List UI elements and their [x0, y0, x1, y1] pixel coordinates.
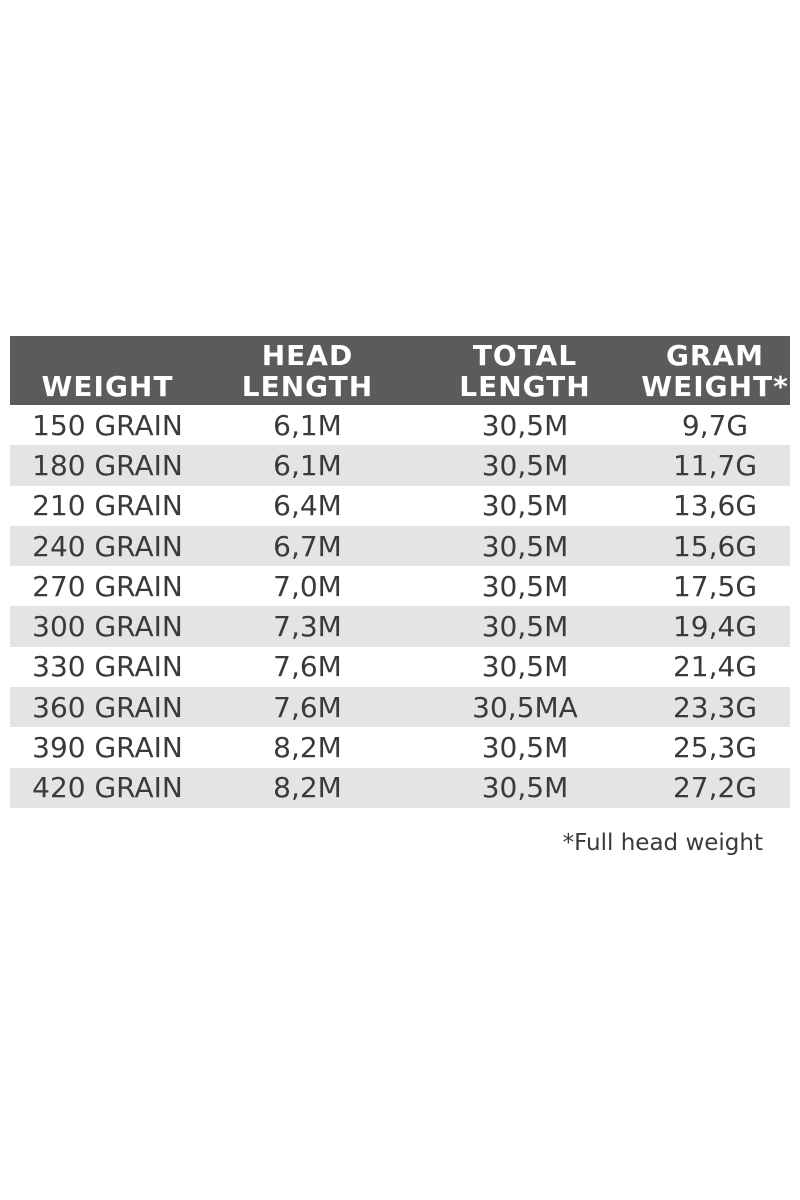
table-cell: 13,6G [672, 489, 758, 523]
header-text: LENGTH [459, 370, 591, 403]
table-cell: 27,2G [672, 771, 758, 805]
header-cell: GRAM WEIGHT* [640, 336, 790, 405]
table-cell: 330 GRAIN [32, 650, 183, 684]
table-cell: 30,5M [481, 408, 569, 442]
header-text: HEAD [261, 339, 354, 372]
table-cell: 360 GRAIN [32, 690, 183, 724]
table-cell: 30,5M [481, 529, 569, 563]
table-row: 420 GRAIN 8,2M 30,5M 27,2G [10, 767, 790, 808]
header-text: WEIGHT [41, 370, 174, 403]
table-cell: 210 GRAIN [32, 489, 183, 523]
header-text: LENGTH [241, 370, 374, 403]
table: WEIGHT HEAD LENGTH TOTAL LENGTH GRAM WEIGHT* 15… [10, 336, 790, 808]
table-row: 390 GRAIN 8,2M 30,5M 25,3G [10, 727, 790, 767]
table-row: 330 GRAIN 7,6M 30,5M 21,4G [10, 647, 790, 687]
table-cell: 7,6M [273, 650, 342, 684]
table-cell: 6,7M [273, 529, 342, 563]
table-cell: 30,5M [481, 771, 569, 805]
header-text: GRAM [665, 339, 765, 372]
table-cell: 19,4G [672, 610, 758, 644]
table-cell: 7,3M [273, 610, 342, 644]
header-cell: TOTAL LENGTH [410, 336, 640, 405]
header-text: TOTAL [472, 339, 578, 372]
table-cell: 17,5G [672, 569, 758, 603]
table-cell: 8,2M [273, 771, 342, 805]
table-cell: 7,6M [273, 690, 342, 724]
table-cell: 180 GRAIN [32, 448, 183, 482]
footnote: *Full head weight [562, 830, 763, 856]
table-row: 240 GRAIN 6,7M 30,5M 15,6G [10, 525, 790, 567]
table-cell: 6,1M [273, 408, 342, 442]
table-cell: 6,4M [273, 489, 342, 523]
table-cell: 8,2M [273, 731, 342, 765]
header-text: WEIGHT* [641, 370, 789, 403]
table-cell: 30,5M [481, 650, 569, 684]
table-cell: 6,1M [273, 448, 342, 482]
table-cell: 270 GRAIN [32, 569, 183, 603]
header-cell: HEAD LENGTH [205, 336, 410, 405]
table-cell: 15,6G [672, 529, 758, 563]
table-cell: 30,5M [481, 569, 569, 603]
table-row: 360 GRAIN 7,6M 30,5MA 23,3G [10, 687, 790, 728]
table-cell: 420 GRAIN [32, 771, 183, 805]
table-cell: 30,5M [481, 610, 569, 644]
table-cell: 300 GRAIN [32, 610, 183, 644]
table-row: 270 GRAIN 7,0M 30,5M 17,5G [10, 566, 790, 606]
table-cell: 30,5MA [472, 690, 578, 724]
table-cell: 7,0M [273, 569, 342, 603]
table-row: 180 GRAIN 6,1M 30,5M 11,7G [10, 445, 790, 486]
table-cell: 390 GRAIN [32, 731, 183, 765]
table-cell: 11,7G [672, 448, 758, 482]
table-cell: 30,5M [481, 448, 569, 482]
table-cell: 9,7G [681, 408, 749, 442]
header-cell: WEIGHT [10, 336, 205, 405]
table-row: 210 GRAIN 6,4M 30,5M 13,6G [10, 486, 790, 526]
table-row: 150 GRAIN 6,1M 30,5M 9,7G [10, 405, 790, 445]
table-cell: 150 GRAIN [32, 408, 183, 442]
table-cell: 21,4G [672, 650, 758, 684]
header-row: WEIGHT HEAD LENGTH TOTAL LENGTH GRAM WEIGHT* [10, 336, 790, 405]
table-cell: 30,5M [481, 731, 569, 765]
table-cell: 25,3G [672, 731, 758, 765]
table-cell: 23,3G [672, 690, 758, 724]
table-row: 300 GRAIN 7,3M 30,5M 19,4G [10, 606, 790, 647]
table-cell: 240 GRAIN [32, 529, 183, 563]
table-cell: 30,5M [481, 489, 569, 523]
